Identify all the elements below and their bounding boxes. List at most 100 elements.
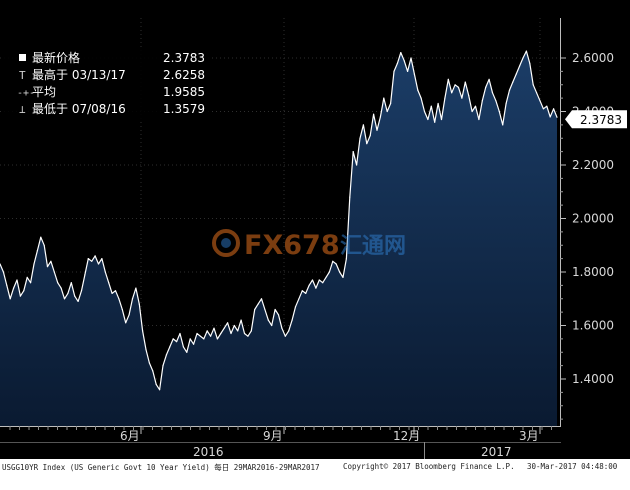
data-point [417, 89, 419, 91]
data-point [508, 89, 511, 91]
data-point [193, 343, 195, 345]
data-point [539, 100, 541, 102]
data-point [84, 274, 86, 276]
data-point [57, 282, 59, 284]
data-point [352, 151, 354, 153]
data-point [26, 276, 28, 278]
data-point [298, 298, 300, 300]
data-point [91, 260, 93, 262]
data-point [362, 124, 364, 126]
data-point [159, 389, 161, 391]
data-point [284, 335, 286, 337]
data-point [169, 346, 171, 348]
data-point [77, 300, 79, 302]
data-point [376, 129, 378, 131]
data-point [257, 303, 259, 305]
footer-copyright: Copyright© 2017 Bloomberg Finance L.P. [343, 462, 515, 471]
data-point [383, 97, 385, 99]
data-point [111, 292, 113, 294]
x-tick-label: 12月 [393, 429, 420, 443]
data-point [447, 78, 449, 80]
data-point [359, 137, 361, 139]
data-point [318, 279, 320, 281]
data-point [532, 84, 534, 86]
data-point [440, 118, 443, 121]
data-point [430, 105, 432, 107]
data-point [379, 116, 381, 118]
data-point [315, 287, 317, 289]
data-point [495, 100, 497, 102]
data-point [277, 314, 280, 316]
legend-panel: 最新价格 2.3783 T 最高于 03/13/17 2.6258 -+- 平均… [4, 47, 210, 120]
watermark: FX678 汇通网 [212, 229, 406, 261]
data-point [186, 351, 188, 353]
data-point [444, 97, 446, 99]
data-point [403, 60, 405, 62]
data-point [308, 284, 310, 286]
data-point [213, 327, 215, 329]
x-tick-label: 6月 [120, 429, 140, 443]
data-point [6, 284, 8, 286]
data-point [63, 298, 66, 300]
data-point [125, 322, 127, 324]
data-point [128, 314, 130, 316]
data-point [36, 250, 39, 252]
data-point [227, 322, 229, 324]
legend-background [4, 47, 210, 120]
data-point [176, 341, 178, 343]
legend-row-low: ⊥ 最低于 07/08/16 1.3579 [19, 102, 205, 116]
data-point [260, 298, 263, 300]
data-point [60, 287, 62, 289]
data-point [328, 271, 330, 273]
y-axis-ticks: 2.60002.40002.20002.00001.80001.60001.40… [560, 51, 614, 420]
data-point [16, 279, 18, 281]
data-point [9, 298, 11, 300]
yield-chart: FX678 汇通网 2.60002.40002.20002.00001.8000… [0, 0, 630, 460]
data-point [536, 92, 538, 94]
legend-label-avg: 平均 [32, 85, 56, 99]
data-point [121, 308, 123, 311]
high-marker-icon: T [19, 69, 26, 82]
data-point [434, 121, 436, 123]
year-label: 2017 [481, 445, 512, 459]
data-point [474, 105, 477, 107]
data-point [386, 110, 388, 113]
legend-value-last: 2.3783 [163, 51, 205, 65]
y-tick-label: 1.4000 [572, 372, 614, 386]
legend-label-last: 最新价格 [32, 50, 80, 65]
data-point [488, 78, 490, 80]
data-point [2, 271, 4, 273]
x-tick-label: 9月 [263, 429, 283, 443]
data-point [491, 92, 494, 94]
data-point [437, 102, 439, 105]
data-point [108, 282, 110, 284]
data-point [515, 73, 517, 75]
data-point [19, 295, 21, 297]
y-tick-label: 1.8000 [572, 265, 614, 279]
watermark-brand: FX678 [244, 230, 340, 261]
data-point [339, 271, 341, 273]
data-point [148, 362, 150, 364]
data-point [237, 330, 239, 332]
data-point [390, 102, 392, 105]
data-point [46, 266, 49, 268]
data-point [451, 92, 453, 94]
data-point [274, 308, 276, 311]
data-point [325, 276, 327, 278]
data-point [454, 84, 456, 86]
x-axis-ticks: 6月 9月 12月 3月 2016 2017 [9, 426, 552, 459]
data-point [240, 319, 242, 321]
data-point [502, 124, 504, 126]
data-point [481, 100, 483, 102]
data-point [101, 258, 103, 260]
data-point [413, 73, 415, 75]
footer-source: USGG10YR Index (US Generic Govt 10 Year … [2, 463, 320, 472]
watermark-cn: 汇通网 [340, 234, 406, 259]
data-point [396, 62, 398, 64]
data-point [291, 319, 293, 321]
last-price-tag-shape [565, 110, 627, 129]
data-point [457, 86, 460, 88]
data-point [407, 70, 409, 72]
legend-row-avg: -+- 平均 1.9585 [17, 85, 205, 99]
